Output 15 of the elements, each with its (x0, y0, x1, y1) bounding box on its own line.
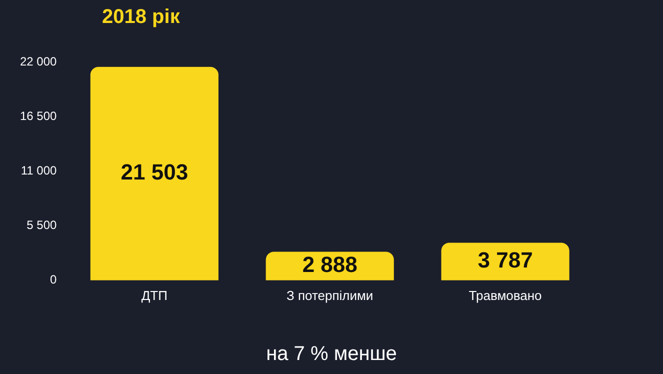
y-tick-label: 11 000 (20, 164, 58, 178)
data-label: 3 787 (478, 248, 533, 273)
y-tick-label: 5 500 (26, 218, 58, 232)
bar (90, 66, 218, 280)
text: на 7 % менше (265, 343, 398, 366)
data-label: 2 888 (302, 252, 358, 278)
y-tick-label: 16 500 (20, 108, 58, 123)
x-tick-label: ДТП (141, 288, 168, 303)
y-tick-label: 22 000 (20, 54, 58, 68)
bar (441, 242, 570, 280)
chart-title: 2018 рік (102, 6, 180, 29)
x-tick-label: З потерпілими (286, 288, 374, 303)
y-tick-label: 0 (50, 272, 58, 287)
data-label: 21 503 (120, 160, 188, 185)
x-tick-label: Травмовано (468, 288, 542, 303)
